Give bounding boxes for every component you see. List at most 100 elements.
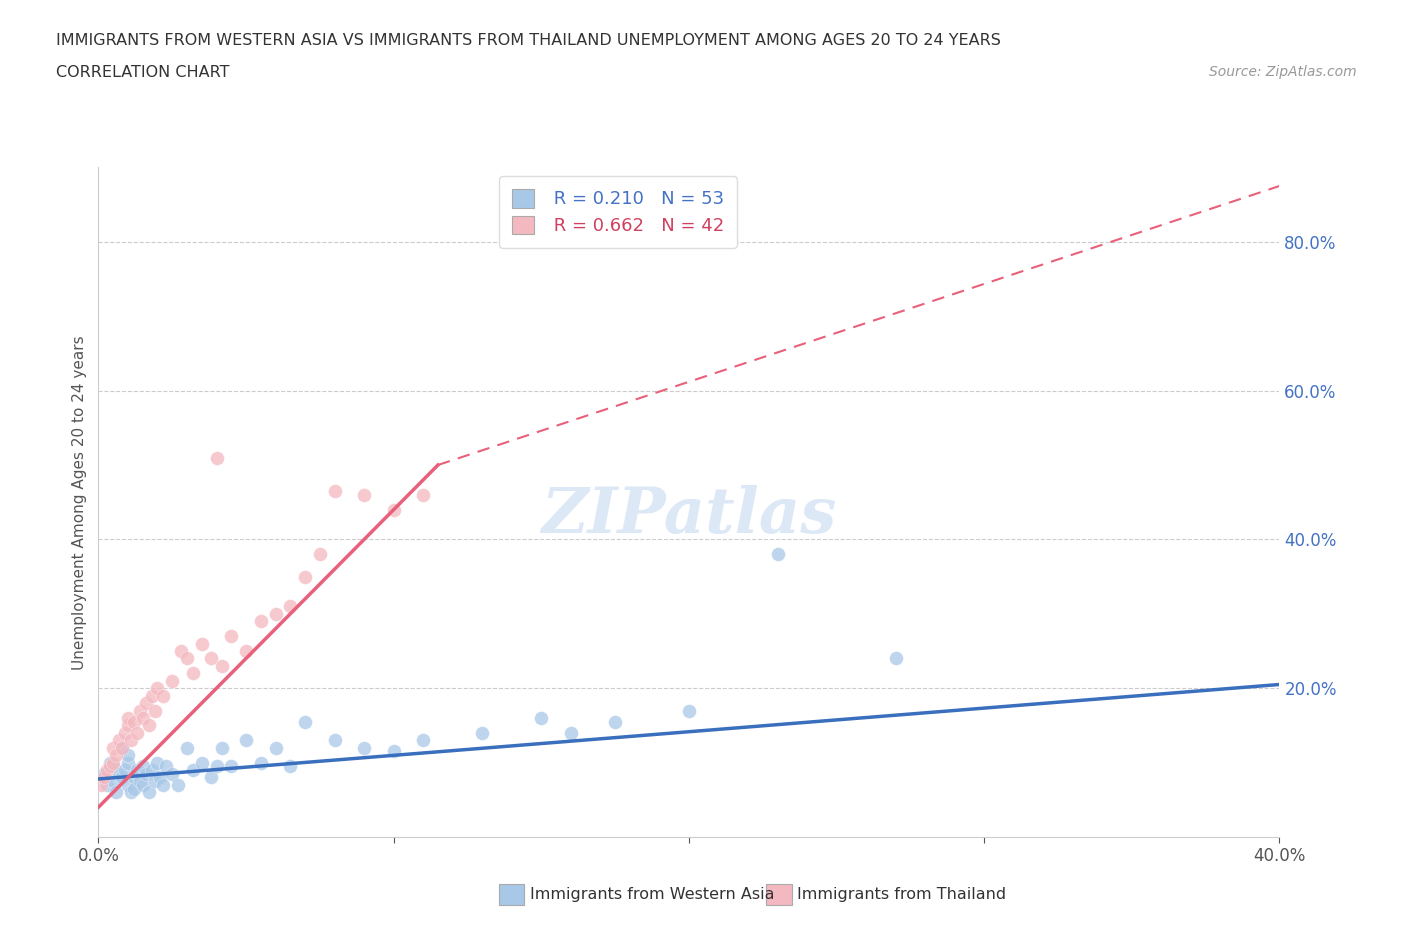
- Point: [103, 774, 125, 789]
- Point: [152, 777, 174, 792]
- Point: [111, 740, 134, 755]
- Text: Immigrants from Western Asia: Immigrants from Western Asia: [530, 887, 775, 902]
- Point: [132, 759, 155, 774]
- Point: [155, 759, 177, 774]
- Point: [170, 644, 193, 658]
- Point: [93, 766, 115, 781]
- Point: [117, 711, 139, 725]
- Point: [146, 681, 169, 696]
- Point: [235, 733, 257, 748]
- Point: [471, 725, 494, 740]
- Point: [162, 673, 183, 688]
- Y-axis label: Unemployment Among Ages 20 to 24 years: Unemployment Among Ages 20 to 24 years: [72, 335, 87, 670]
- Point: [117, 777, 139, 792]
- Point: [122, 714, 145, 729]
- Point: [205, 450, 228, 465]
- Point: [103, 759, 125, 774]
- Point: [135, 696, 157, 711]
- Point: [146, 755, 169, 770]
- Point: [181, 763, 204, 777]
- Point: [96, 777, 118, 792]
- Point: [250, 755, 273, 770]
- Point: [211, 740, 233, 755]
- Point: [111, 740, 134, 755]
- Legend:  R = 0.210   N = 53,  R = 0.662   N = 42: R = 0.210 N = 53, R = 0.662 N = 42: [499, 177, 737, 247]
- Point: [93, 770, 115, 785]
- Point: [264, 606, 287, 621]
- Point: [132, 711, 155, 725]
- Point: [103, 755, 125, 770]
- Point: [125, 763, 148, 777]
- Point: [90, 777, 112, 792]
- Text: CORRELATION CHART: CORRELATION CHART: [56, 65, 229, 80]
- Point: [176, 740, 198, 755]
- Point: [264, 740, 287, 755]
- Point: [120, 733, 142, 748]
- Point: [191, 755, 214, 770]
- Point: [105, 748, 128, 763]
- Point: [103, 740, 125, 755]
- Point: [560, 725, 582, 740]
- Point: [122, 781, 145, 796]
- Point: [278, 599, 302, 614]
- Point: [884, 651, 907, 666]
- Point: [152, 688, 174, 703]
- Point: [250, 614, 273, 629]
- Point: [294, 714, 316, 729]
- Point: [235, 644, 257, 658]
- Point: [128, 703, 150, 718]
- Text: ZIPatlas: ZIPatlas: [541, 485, 837, 546]
- Point: [162, 766, 183, 781]
- Point: [132, 777, 155, 792]
- Point: [353, 487, 375, 502]
- Point: [138, 718, 160, 733]
- Point: [98, 755, 121, 770]
- Point: [323, 484, 346, 498]
- Point: [278, 759, 302, 774]
- Point: [108, 766, 131, 781]
- Point: [766, 547, 789, 562]
- Point: [294, 569, 316, 584]
- Point: [98, 759, 121, 774]
- Point: [125, 725, 148, 740]
- Point: [117, 755, 139, 770]
- Point: [108, 733, 131, 748]
- Point: [323, 733, 346, 748]
- Point: [219, 629, 242, 644]
- Point: [382, 744, 405, 759]
- Point: [122, 770, 145, 785]
- Point: [412, 733, 434, 748]
- Point: [149, 770, 172, 785]
- Point: [105, 785, 128, 800]
- Point: [120, 785, 142, 800]
- Point: [353, 740, 375, 755]
- Point: [138, 785, 160, 800]
- Point: [678, 703, 700, 718]
- Text: Source: ZipAtlas.com: Source: ZipAtlas.com: [1209, 65, 1357, 79]
- Point: [114, 725, 136, 740]
- Point: [200, 651, 222, 666]
- Point: [167, 777, 190, 792]
- Point: [205, 759, 228, 774]
- Point: [412, 487, 434, 502]
- Point: [117, 748, 139, 763]
- Point: [211, 658, 233, 673]
- Point: [200, 770, 222, 785]
- Point: [128, 774, 150, 789]
- Point: [135, 766, 157, 781]
- Point: [141, 763, 163, 777]
- Point: [309, 547, 332, 562]
- Point: [141, 688, 163, 703]
- Point: [382, 502, 405, 517]
- Point: [181, 666, 204, 681]
- Point: [605, 714, 627, 729]
- Text: Immigrants from Thailand: Immigrants from Thailand: [797, 887, 1007, 902]
- Point: [176, 651, 198, 666]
- Point: [219, 759, 242, 774]
- Point: [530, 711, 553, 725]
- Point: [114, 763, 136, 777]
- Text: IMMIGRANTS FROM WESTERN ASIA VS IMMIGRANTS FROM THAILAND UNEMPLOYMENT AMONG AGES: IMMIGRANTS FROM WESTERN ASIA VS IMMIGRAN…: [56, 33, 1001, 47]
- Point: [143, 774, 166, 789]
- Point: [117, 718, 139, 733]
- Point: [143, 703, 166, 718]
